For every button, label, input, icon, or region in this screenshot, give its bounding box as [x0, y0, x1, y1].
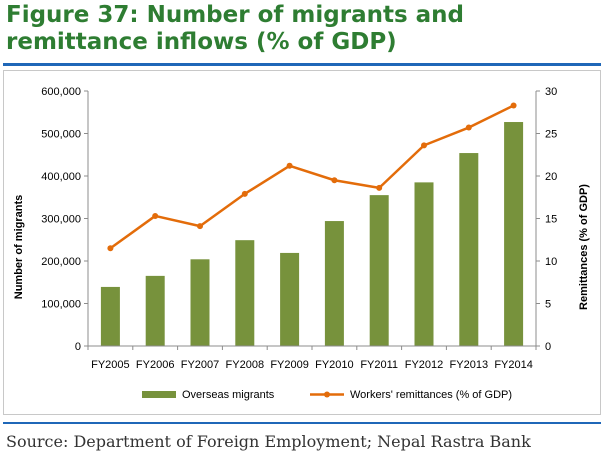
remittance-point-FY2010 — [331, 177, 338, 184]
remittance-point-FY2006 — [152, 212, 159, 219]
bars-layer — [100, 122, 524, 347]
remittance-point-FY2008 — [241, 190, 248, 197]
bottom-rule — [3, 422, 601, 424]
y-axis-title-left: Number of migrants — [13, 195, 25, 300]
labels-layer: 0 100,000 200,000 300,000 400,000 500,000 600,… — [41, 86, 557, 371]
y-axis-title-right: Remittances (% of GDP) — [578, 184, 590, 310]
y-tick-label-right: 20 — [545, 171, 557, 183]
x-tick-label: FY2010 — [315, 359, 354, 371]
bar-FY2010 — [324, 221, 344, 346]
y-tick-label-left: 100,000 — [41, 299, 81, 311]
legend-label-line: Workers' remittances (% of GDP) — [350, 389, 512, 401]
x-tick-label: FY2007 — [181, 359, 220, 371]
x-tick-label: FY2011 — [360, 359, 398, 371]
remittance-point-FY2007 — [197, 223, 203, 230]
legend-swatch-bars — [142, 391, 176, 398]
bar-FY2005 — [100, 286, 120, 346]
remittance-point-FY2011 — [376, 184, 383, 191]
y-tick-label-left: 300,000 — [41, 214, 81, 226]
remittance-point-FY2013 — [465, 124, 472, 131]
y-tick-label-right: 10 — [545, 256, 557, 268]
top-rule — [3, 63, 601, 66]
y-tick-label-left: 0 — [75, 341, 81, 353]
x-tick-label: FY2006 — [136, 359, 175, 371]
legend-label-bars: Overseas migrants — [182, 389, 275, 401]
x-tick-label: FY2014 — [494, 359, 533, 371]
x-tick-label: FY2013 — [450, 359, 489, 371]
legend-layer: Overseas migrants Workers' remittances (… — [142, 389, 512, 401]
y-tick-label-right: 5 — [545, 299, 551, 311]
bar-FY2014 — [504, 122, 524, 347]
y-tick-label-right: 0 — [545, 341, 551, 353]
combo-chart: 0 100,000 200,000 300,000 400,000 500,000 600,… — [13, 86, 590, 401]
bar-FY2009 — [280, 252, 300, 346]
source-note: Source: Department of Foreign Employment… — [6, 432, 531, 451]
y-tick-label-right: 30 — [545, 86, 557, 98]
bar-FY2008 — [235, 240, 255, 346]
bar-FY2007 — [190, 259, 210, 346]
bar-FY2011 — [369, 195, 389, 346]
y-tick-label-right: 25 — [545, 129, 557, 141]
x-tick-label: FY2009 — [270, 359, 309, 371]
figure-title: Figure 37: Number of migrants and remitt… — [6, 2, 465, 55]
y-tick-label-right: 15 — [545, 214, 557, 226]
bar-FY2012 — [414, 182, 434, 346]
bar-FY2013 — [459, 153, 479, 346]
remittance-point-FY2009 — [286, 162, 293, 169]
remittance-point-FY2012 — [421, 142, 427, 149]
remittance-point-FY2014 — [510, 102, 517, 109]
remittance-line — [109, 104, 515, 250]
legend-swatch-marker — [324, 391, 330, 398]
x-tick-label: FY2012 — [405, 359, 444, 371]
bar-FY2006 — [145, 275, 165, 346]
y-tick-label-left: 200,000 — [41, 256, 81, 268]
chart-frame: 0 100,000 200,000 300,000 400,000 500,000 600,… — [3, 70, 601, 415]
remittance-point-FY2005 — [107, 245, 114, 252]
axes-layer — [84, 90, 540, 350]
x-tick-label: FY2005 — [91, 359, 130, 371]
line-layer — [107, 102, 517, 252]
y-tick-label-left: 500,000 — [41, 129, 81, 141]
y-tick-label-left: 600,000 — [41, 86, 81, 98]
x-tick-label: FY2008 — [226, 359, 265, 371]
y-tick-label-left: 400,000 — [41, 171, 81, 183]
